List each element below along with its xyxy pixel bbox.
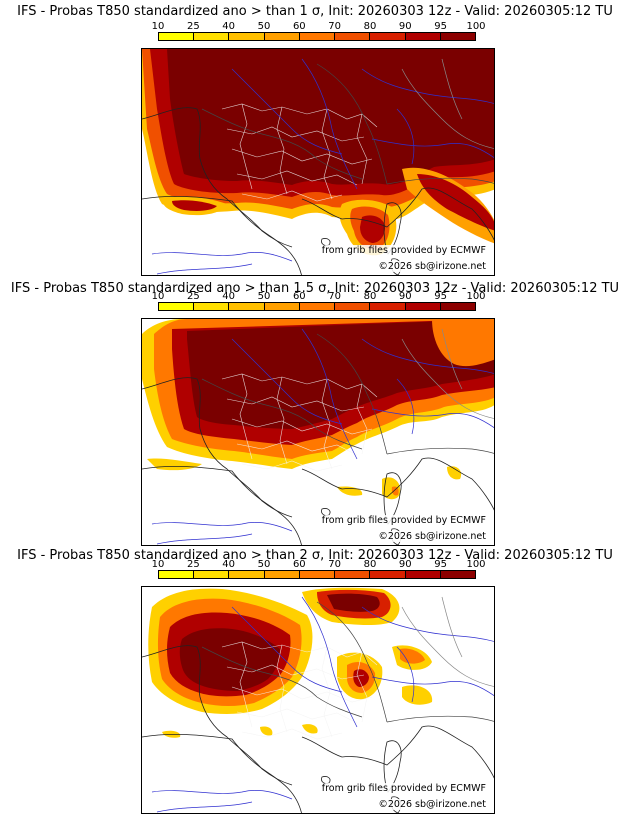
colorbar-tick: 80 bbox=[363, 291, 377, 302]
source-credit: from grib files provided by ECMWF bbox=[319, 515, 488, 526]
colorbar-tick: 95 bbox=[434, 559, 447, 570]
colorbar-legend: 10 25 40 50 60 70 80 90 95 100 bbox=[152, 21, 486, 41]
copyright-text: ©2026 sb@irizone.net bbox=[376, 799, 488, 810]
colorbar-tick: 10 bbox=[151, 21, 165, 32]
colorbar-tick: 50 bbox=[257, 559, 271, 570]
colorbar-tick: 50 bbox=[257, 21, 271, 32]
panel-title: IFS - Probas T850 standardized ano > tha… bbox=[10, 281, 620, 296]
colorbar-tick: 80 bbox=[363, 21, 377, 32]
colorbar-tick: 40 bbox=[222, 559, 236, 570]
colorbar-tick: 90 bbox=[398, 559, 412, 570]
colorbar-swatch bbox=[159, 303, 195, 310]
colorbar-tick: 95 bbox=[434, 291, 447, 302]
map-canvas bbox=[142, 319, 494, 545]
colorbar-swatch bbox=[405, 571, 441, 578]
colorbar-tick: 10 bbox=[151, 291, 165, 302]
colorbar-tick: 100 bbox=[466, 21, 486, 32]
colorbar-tick: 60 bbox=[292, 559, 306, 570]
colorbar-tick-labels: 10 25 40 50 60 70 80 90 95 100 bbox=[152, 291, 486, 302]
colorbar-swatch bbox=[370, 571, 406, 578]
colorbar-swatches bbox=[158, 32, 476, 41]
colorbar-swatch bbox=[405, 303, 441, 310]
panel-title: IFS - Probas T850 standardized ano > tha… bbox=[17, 4, 613, 19]
colorbar-swatch bbox=[264, 303, 300, 310]
colorbar-legend: 10 25 40 50 60 70 80 90 95 100 bbox=[152, 291, 486, 311]
colorbar-swatch bbox=[159, 33, 195, 40]
colorbar-swatch bbox=[264, 33, 300, 40]
colorbar-tick: 70 bbox=[328, 21, 342, 32]
colorbar-tick: 50 bbox=[257, 291, 271, 302]
colorbar-swatch bbox=[194, 33, 230, 40]
colorbar-tick: 70 bbox=[328, 291, 342, 302]
colorbar-swatches bbox=[158, 570, 476, 579]
colorbar-swatch bbox=[299, 33, 336, 40]
colorbar-tick: 25 bbox=[186, 559, 200, 570]
colorbar-tick: 80 bbox=[363, 559, 377, 570]
colorbar-tick: 25 bbox=[186, 291, 200, 302]
colorbar-swatch bbox=[335, 571, 371, 578]
map-canvas bbox=[142, 587, 494, 813]
colorbar-swatch bbox=[440, 303, 475, 310]
colorbar-swatch bbox=[440, 571, 475, 578]
copyright-text: ©2026 sb@irizone.net bbox=[376, 531, 488, 542]
colorbar-swatch bbox=[299, 571, 336, 578]
probability-map: from grib files provided by ECMWF ©2026 … bbox=[141, 318, 495, 546]
colorbar-tick: 95 bbox=[434, 21, 447, 32]
colorbar-swatch bbox=[229, 571, 265, 578]
colorbar-tick: 25 bbox=[186, 21, 200, 32]
colorbar-tick: 70 bbox=[328, 559, 342, 570]
probability-map: from grib files provided by ECMWF ©2026 … bbox=[141, 48, 495, 276]
colorbar-swatch bbox=[440, 33, 475, 40]
colorbar-tick: 100 bbox=[466, 559, 486, 570]
colorbar-swatch bbox=[299, 303, 336, 310]
colorbar-tick: 100 bbox=[466, 291, 486, 302]
colorbar-swatch bbox=[335, 303, 371, 310]
source-credit: from grib files provided by ECMWF bbox=[319, 783, 488, 794]
colorbar-swatch bbox=[159, 571, 195, 578]
colorbar-tick: 40 bbox=[222, 21, 236, 32]
copyright-text: ©2026 sb@irizone.net bbox=[376, 261, 488, 272]
colorbar-swatch bbox=[335, 33, 371, 40]
probability-map: from grib files provided by ECMWF ©2026 … bbox=[141, 586, 495, 814]
colorbar-tick: 60 bbox=[292, 291, 306, 302]
colorbar-swatch bbox=[405, 33, 441, 40]
colorbar-tick-labels: 10 25 40 50 60 70 80 90 95 100 bbox=[152, 559, 486, 570]
colorbar-swatch bbox=[194, 571, 230, 578]
colorbar-tick: 60 bbox=[292, 21, 306, 32]
colorbar-tick: 10 bbox=[151, 559, 165, 570]
source-credit: from grib files provided by ECMWF bbox=[319, 245, 488, 256]
colorbar-swatch bbox=[194, 303, 230, 310]
colorbar-tick: 90 bbox=[398, 21, 412, 32]
colorbar-swatches bbox=[158, 302, 476, 311]
colorbar-swatch bbox=[229, 303, 265, 310]
panel-title: IFS - Probas T850 standardized ano > tha… bbox=[17, 548, 613, 563]
colorbar-swatch bbox=[370, 303, 406, 310]
colorbar-tick-labels: 10 25 40 50 60 70 80 90 95 100 bbox=[152, 21, 486, 32]
map-canvas bbox=[142, 49, 494, 275]
colorbar-tick: 40 bbox=[222, 291, 236, 302]
colorbar-swatch bbox=[229, 33, 265, 40]
colorbar-tick: 90 bbox=[398, 291, 412, 302]
colorbar-swatch bbox=[264, 571, 300, 578]
colorbar-swatch bbox=[370, 33, 406, 40]
colorbar-legend: 10 25 40 50 60 70 80 90 95 100 bbox=[152, 559, 486, 579]
